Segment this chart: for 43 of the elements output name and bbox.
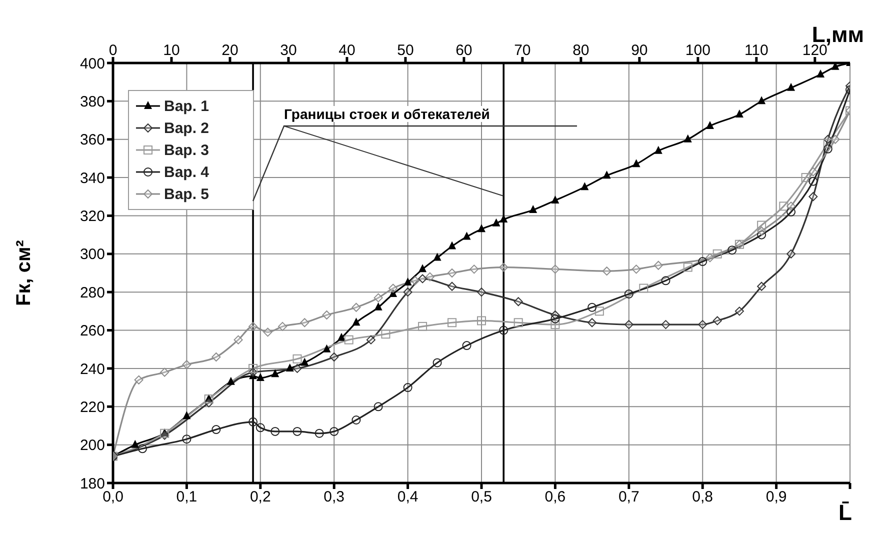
x-tick-label: 0,0 [102, 488, 124, 506]
x-tick-label: 0,6 [544, 488, 566, 506]
y-tick-label: 400 [80, 55, 105, 72]
y-tick-label: 240 [80, 360, 105, 378]
x2-tick-label: 90 [631, 42, 648, 59]
x2-tick-label: 0 [108, 42, 118, 59]
x-tick-label: 0,4 [397, 488, 418, 506]
x2-tick-label: 60 [456, 42, 472, 59]
y-tick-label: 300 [80, 246, 105, 264]
annotation: Границы стоек и обтекателей [282, 106, 492, 122]
legend-label: Вар. 1 [164, 98, 210, 114]
x-tick-label: 0,2 [250, 488, 271, 506]
x-tick-label: 0,1 [176, 488, 198, 506]
x2-tick-label: 70 [514, 42, 531, 59]
x-tick-label: 0,7 [618, 488, 640, 506]
y-tick-label: 280 [80, 284, 105, 302]
x2-tick-label: 100 [685, 42, 710, 59]
x-tick-label: 0,5 [471, 488, 492, 506]
y-tick-label: 380 [80, 94, 105, 111]
x-tick-label: 0,9 [766, 488, 787, 506]
x2-tick-label: 50 [397, 42, 414, 59]
legend-label: Вар. 2 [164, 120, 210, 136]
y-tick-label: 220 [80, 398, 105, 416]
legend-label: Вар. 3 [164, 142, 210, 158]
legend-label: Вар. 4 [164, 164, 210, 180]
y-axis-title: Fк, см² [13, 240, 36, 306]
y-tick-label: 200 [80, 437, 105, 454]
y-tick-label: 320 [80, 208, 105, 226]
x2-tick-label: 10 [163, 42, 180, 59]
y-tick-label: 180 [80, 475, 105, 492]
x2-tick-label: 20 [222, 42, 238, 59]
x-tick-label: 0,8 [692, 488, 714, 506]
x2-tick-label: 80 [572, 42, 590, 59]
x2-tick-label: 120 [802, 42, 828, 59]
x-axis-title: L̄ [838, 500, 852, 525]
x2-tick-label: 110 [744, 42, 768, 59]
x2-tick-label: 30 [280, 42, 297, 59]
x2-tick-label: 40 [338, 42, 356, 59]
y-tick-label: 260 [80, 322, 105, 340]
x-tick-label: 0,3 [324, 488, 345, 506]
y-tick-label: 340 [80, 170, 105, 187]
y-tick-label: 360 [80, 132, 105, 149]
legend-label: Вар. 5 [164, 186, 210, 202]
